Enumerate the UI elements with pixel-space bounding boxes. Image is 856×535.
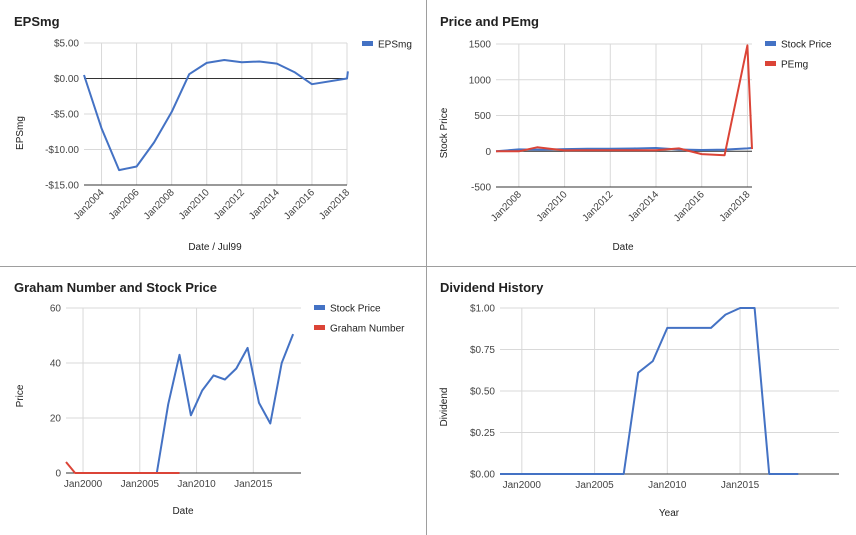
legend-label: PEmg [781, 60, 808, 71]
y-tick-label: $0.00 [470, 470, 495, 481]
x-tick-label: Jan2015 [234, 479, 273, 490]
x-axis-title: Date [612, 242, 634, 253]
series-line-pemg [496, 44, 753, 157]
y-tick-label: 1000 [469, 75, 492, 86]
y-tick-label: $0.25 [470, 428, 495, 439]
panel-divider-horizontal [0, 266, 856, 267]
y-tick-label: 40 [50, 359, 62, 370]
y-tick-label: -$15.00 [45, 181, 79, 192]
legend-label: Graham Number [330, 324, 405, 335]
x-tick-label: Jan2010 [535, 189, 570, 224]
y-tick-label: 0 [55, 469, 61, 480]
chart-title: Dividend History [440, 280, 544, 295]
y-axis-title: Dividend [439, 388, 450, 427]
chart-graham-number: Graham Number and Stock Price 60 40 20 0 Ja… [14, 280, 405, 517]
x-tick-label: Jan2016 [282, 187, 317, 222]
chart-title: Price and PEmg [440, 14, 539, 29]
x-tick-label: Jan2015 [721, 480, 760, 491]
series-line-epsmg [83, 59, 349, 172]
chart-dividend-history: Dividend History $1.00 $0.75 $0.50 $0.25 $0.… [439, 280, 839, 519]
x-tick-label: Jan2018 [317, 187, 352, 222]
chart-epsmg: EPSmg $5.00 $0.00 -$5.00 -$10.00 -$15.00 Jan… [14, 14, 412, 253]
x-tick-label: Jan2014 [626, 189, 661, 224]
y-tick-label: -$10.00 [45, 145, 79, 156]
y-tick-label: $1.00 [470, 304, 495, 315]
legend-swatch [765, 61, 776, 66]
y-tick-label: -$5.00 [51, 110, 80, 121]
chart-panel-dividend-history: Dividend History $1.00 $0.75 $0.50 $0.25 $0.… [427, 267, 856, 535]
legend-swatch [765, 41, 776, 46]
legend-swatch [314, 325, 325, 330]
series-line-stock-price [495, 147, 753, 153]
x-tick-label: Jan2012 [580, 189, 615, 224]
y-tick-label: 1500 [469, 40, 492, 51]
y-tick-label: $0.75 [470, 345, 495, 356]
chart-panel-graham-number: Graham Number and Stock Price 60 40 20 0 Ja… [0, 267, 426, 535]
legend-label: Stock Price [330, 304, 381, 315]
y-tick-label: 500 [474, 111, 491, 122]
y-tick-label: 20 [50, 414, 62, 425]
x-tick-label: Jan2018 [718, 189, 753, 224]
chart-price-pemg: Price and PEmg 1500 1000 500 0 -500 Jan2008 J… [439, 14, 832, 253]
x-tick-label: Jan2006 [107, 187, 142, 222]
y-tick-label: $0.50 [470, 387, 495, 398]
x-tick-label: Jan2010 [177, 187, 212, 222]
y-tick-label: -500 [471, 183, 491, 194]
y-tick-label: $0.00 [54, 74, 79, 85]
series-line-stock-price [75, 333, 295, 474]
series-line-dividend [500, 307, 799, 475]
chart-panel-price-pemg: Price and PEmg 1500 1000 500 0 -500 Jan2008 J… [427, 0, 856, 266]
legend-swatch [362, 41, 373, 46]
y-tick-label: $5.00 [54, 39, 79, 50]
y-tick-label: 0 [485, 147, 491, 158]
y-tick-label: 60 [50, 304, 62, 315]
x-tick-label: Jan2010 [177, 479, 216, 490]
x-axis-title: Date [172, 506, 194, 517]
x-tick-label: Jan2005 [575, 480, 614, 491]
series-line-graham-number [65, 461, 180, 474]
x-tick-label: Jan2004 [72, 187, 107, 222]
x-tick-label: Jan2014 [247, 187, 282, 222]
chart-title: Graham Number and Stock Price [14, 280, 217, 295]
legend-label: Stock Price [781, 40, 832, 51]
chart-panel-epsmg: EPSmg $5.00 $0.00 -$5.00 -$10.00 -$15.00 Jan… [0, 0, 426, 266]
panel-divider-vertical [426, 0, 427, 535]
x-tick-label: Jan2000 [503, 480, 542, 491]
legend-label: EPSmg [378, 40, 412, 51]
y-axis-title: Price [15, 384, 26, 407]
x-tick-label: Jan2000 [64, 479, 103, 490]
x-axis-title: Year [659, 508, 680, 519]
x-tick-label: Jan2005 [121, 479, 160, 490]
x-tick-label: Jan2016 [672, 189, 707, 224]
x-axis-title: Date / Jul99 [188, 242, 242, 253]
legend-swatch [314, 305, 325, 310]
y-axis-title: EPSmg [15, 116, 26, 150]
x-tick-label: Jan2008 [489, 189, 524, 224]
x-tick-label: Jan2012 [212, 187, 247, 222]
y-axis-title: Stock Price [439, 107, 450, 158]
x-tick-label: Jan2010 [648, 480, 687, 491]
x-tick-label: Jan2008 [142, 187, 177, 222]
chart-title: EPSmg [14, 14, 60, 29]
